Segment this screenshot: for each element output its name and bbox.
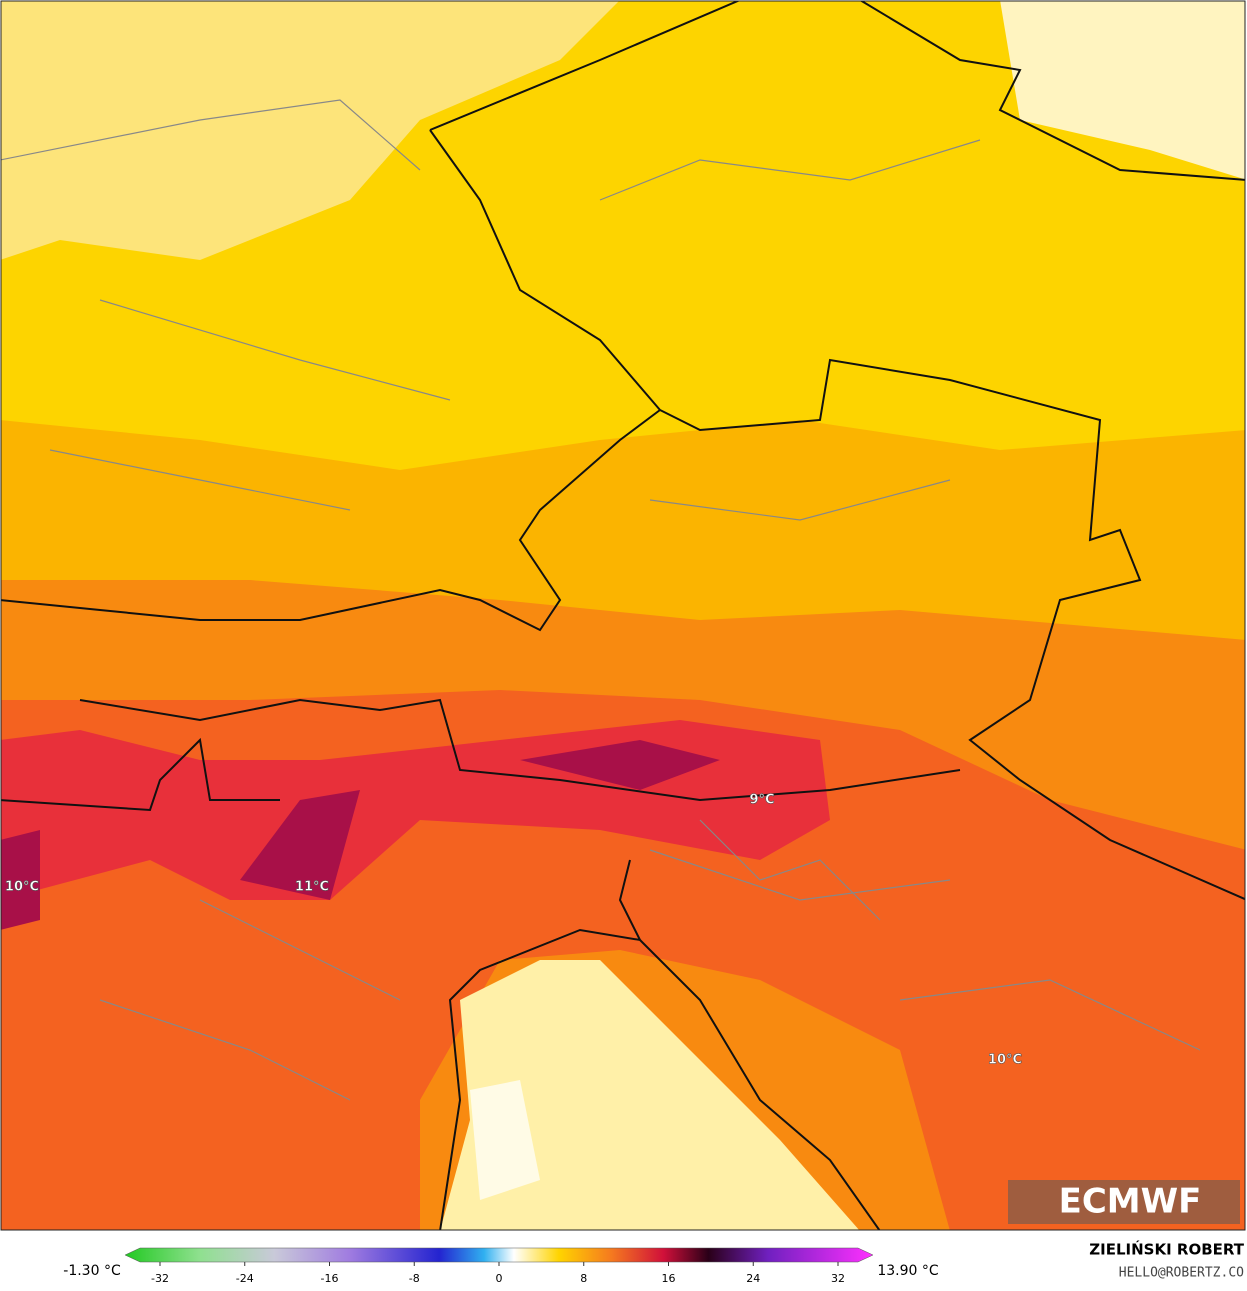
temperature-zone bbox=[1, 1, 619, 260]
credit-email: HELLO@ROBERTZ.CO bbox=[1119, 1266, 1244, 1281]
adriatic-zone bbox=[470, 1080, 540, 1200]
temperature-zone bbox=[1000, 1, 1245, 180]
colorbar-tick-label: 24 bbox=[746, 1272, 760, 1285]
adriatic-zone bbox=[440, 960, 860, 1230]
colorbar-tick-label: -16 bbox=[321, 1272, 339, 1285]
colorbar-tick-label: -32 bbox=[151, 1272, 169, 1285]
colorbar-tick-label: 16 bbox=[662, 1272, 676, 1285]
colorbar-tick-label: 8 bbox=[580, 1272, 587, 1285]
map-area bbox=[1, 1, 1245, 1230]
colorbar-tick-label: -8 bbox=[409, 1272, 420, 1285]
logo: ECMWF bbox=[1059, 1182, 1202, 1222]
temperature-zone bbox=[1, 740, 720, 930]
country-borders bbox=[1, 1, 1245, 1230]
credit-author: ZIELIŃSKI ROBERT bbox=[1089, 1240, 1244, 1259]
map-frame bbox=[0, 0, 1246, 1231]
map-labels: 10°C 11°C 9°C 10°C bbox=[5, 792, 1023, 1068]
colorbar-max-label: 13.90 °C bbox=[877, 1263, 939, 1279]
temperature-label: 10°C bbox=[5, 880, 39, 895]
region-borders bbox=[1, 99, 1201, 1101]
colorbar-min-label: -1.30 °C bbox=[63, 1263, 121, 1279]
temperature-label: 10°C bbox=[988, 1053, 1022, 1068]
colorbar-tick-label: 32 bbox=[831, 1272, 845, 1285]
temperature-label: 11°C bbox=[295, 880, 329, 895]
colorbar-tick-label: 0 bbox=[496, 1272, 503, 1285]
temperature-label: 9°C bbox=[749, 793, 774, 808]
logo-box bbox=[1008, 1180, 1240, 1224]
colorbar-tick-label: -24 bbox=[236, 1272, 254, 1285]
colorbar bbox=[124, 1247, 874, 1263]
